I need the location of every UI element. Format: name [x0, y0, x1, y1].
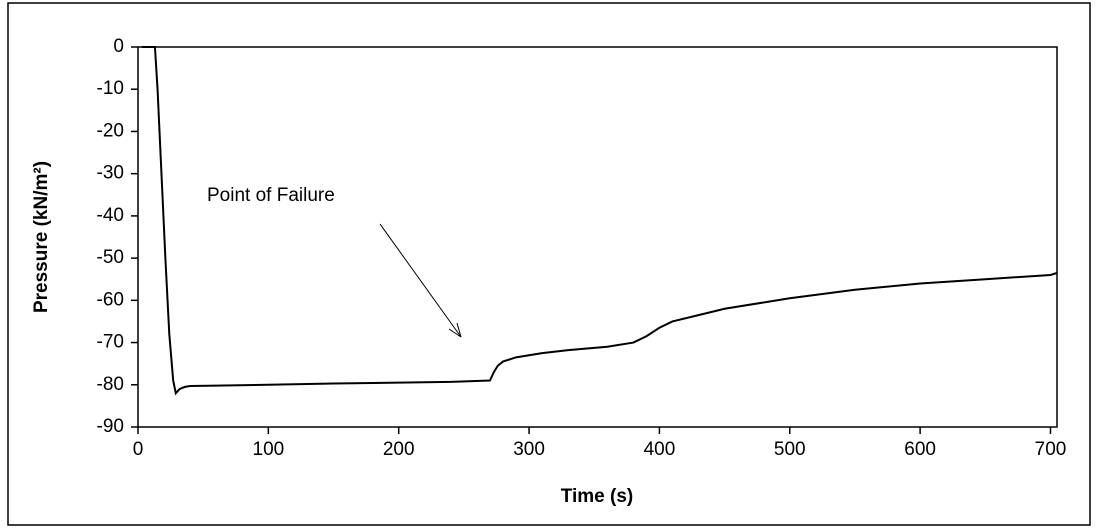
- x-tick-label: 100: [253, 439, 285, 460]
- figure-border: [7, 2, 1091, 526]
- y-tick-label: -40: [97, 205, 124, 226]
- annotation-arrow: [379, 223, 462, 338]
- y-tick-label: -10: [97, 78, 124, 99]
- x-tick-label: 400: [644, 439, 676, 460]
- x-axis-title: Time (s): [561, 486, 634, 507]
- x-tick-label: 600: [904, 439, 936, 460]
- y-tick-label: -20: [97, 120, 124, 141]
- y-tick-label: -30: [97, 163, 124, 184]
- x-tick-label: 500: [774, 439, 806, 460]
- y-tick-label: -60: [97, 289, 124, 310]
- y-axis-title: Pressure (kN/m²): [31, 161, 52, 313]
- arrow-head: [448, 322, 462, 338]
- y-tick-label: -50: [97, 247, 124, 268]
- y-tick-label: 0: [113, 36, 124, 57]
- x-tick-label: 300: [513, 439, 545, 460]
- y-tick-label: -70: [97, 332, 124, 353]
- x-tick-label: 700: [1035, 439, 1067, 460]
- annotation: Point of Failure: [207, 185, 335, 206]
- y-tick-label: -90: [97, 416, 124, 437]
- y-tick-label: -80: [97, 374, 124, 395]
- data-line: [141, 46, 1058, 396]
- plot-area: [137, 46, 1058, 428]
- x-tick-label: 200: [383, 439, 415, 460]
- x-tick-label: 0: [133, 439, 144, 460]
